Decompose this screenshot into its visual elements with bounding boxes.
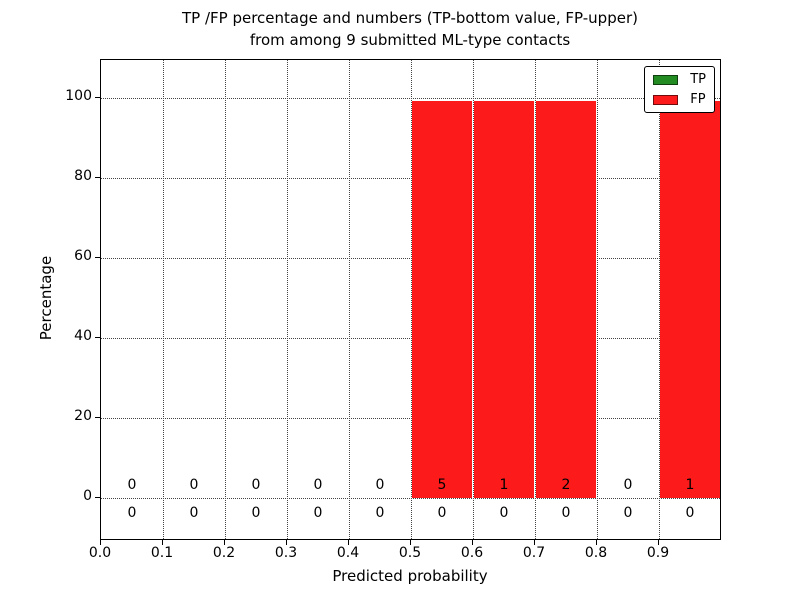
- x-tick-label: 0.9: [646, 545, 670, 561]
- fp-count-label: 5: [437, 477, 447, 493]
- gridline-horizontal: [101, 257, 720, 259]
- y-tick-label: 60: [74, 248, 92, 264]
- y-tick-mark: [95, 97, 100, 98]
- chart-title-line2: from among 9 submitted ML-type contacts: [249, 31, 571, 49]
- x-tick-label: 0.5: [398, 545, 422, 561]
- y-tick-label: 20: [74, 408, 92, 424]
- gridline-vertical: [349, 60, 350, 539]
- tp-count-label: 0: [313, 505, 323, 521]
- y-tick-mark: [95, 257, 100, 258]
- legend-item-tp: TP: [653, 73, 706, 86]
- tp-count-label: 0: [251, 505, 261, 521]
- legend: TP FP: [644, 66, 715, 113]
- tp-count-label: 0: [623, 505, 633, 521]
- x-tick-label: 0.4: [336, 545, 360, 561]
- bar-fp-bin-0.9: [660, 101, 720, 498]
- y-tick-mark: [95, 417, 100, 418]
- x-tick-mark: [534, 540, 535, 545]
- y-tick-label: 100: [65, 88, 92, 104]
- fp-count-label: 2: [561, 477, 571, 493]
- gridline-vertical: [535, 60, 536, 539]
- x-axis-label: Predicted probability: [332, 567, 488, 585]
- y-tick-label: 40: [74, 328, 92, 344]
- chart-title-line1: TP /FP percentage and numbers (TP-bottom…: [182, 9, 638, 27]
- y-tick-mark: [95, 337, 100, 338]
- x-tick-label: 0.0: [88, 545, 112, 561]
- gridline-vertical: [597, 60, 598, 539]
- fp-count-label: 0: [313, 477, 323, 493]
- tp-count-label: 0: [499, 505, 509, 521]
- gridline-vertical: [163, 60, 164, 539]
- tp-legend-swatch-icon: [653, 74, 679, 85]
- gridline-vertical: [225, 60, 226, 539]
- y-tick-label: 0: [83, 488, 92, 504]
- tp-count-label: 0: [375, 505, 385, 521]
- fp-legend-swatch-icon: [653, 94, 679, 105]
- x-tick-mark: [596, 540, 597, 545]
- gridline-horizontal: [101, 417, 720, 419]
- y-tick-mark: [95, 177, 100, 178]
- chart-title: TP /FP percentage and numbers (TP-bottom…: [100, 7, 720, 51]
- gridline-horizontal: [101, 177, 720, 179]
- y-tick-label: 80: [74, 168, 92, 184]
- tp-count-label: 0: [685, 505, 695, 521]
- gridline-vertical: [287, 60, 288, 539]
- tp-legend-label: TP: [690, 72, 706, 87]
- fp-legend-label: FP: [690, 92, 706, 107]
- x-tick-label: 0.2: [212, 545, 236, 561]
- bar-fp-bin-0.6: [474, 101, 534, 498]
- fp-count-label: 0: [623, 477, 633, 493]
- tp-count-label: 0: [437, 505, 447, 521]
- x-tick-mark: [224, 540, 225, 545]
- bar-fp-bin-0.7: [536, 101, 596, 498]
- x-tick-mark: [100, 540, 101, 545]
- x-tick-label: 0.6: [460, 545, 484, 561]
- gridline-vertical: [473, 60, 474, 539]
- fp-count-label: 0: [127, 477, 137, 493]
- gridline-vertical: [659, 60, 660, 539]
- x-tick-label: 0.8: [584, 545, 608, 561]
- x-tick-mark: [348, 540, 349, 545]
- x-tick-label: 0.7: [522, 545, 546, 561]
- gridline-horizontal: [101, 97, 720, 99]
- legend-item-fp: FP: [653, 93, 706, 106]
- fp-count-label: 1: [499, 477, 509, 493]
- x-tick-label: 0.3: [274, 545, 298, 561]
- fp-count-label: 0: [375, 477, 385, 493]
- x-tick-mark: [286, 540, 287, 545]
- tp-count-label: 0: [561, 505, 571, 521]
- plot-area: TP FP 0 0 0 0 0 5 1 2 0 1 0 0 0 0 0 0 0 0 0 0: [100, 59, 721, 540]
- gridline-horizontal: [101, 337, 720, 339]
- x-tick-mark: [410, 540, 411, 545]
- fp-count-label: 1: [685, 477, 695, 493]
- y-tick-mark: [95, 497, 100, 498]
- tp-count-label: 0: [189, 505, 199, 521]
- x-tick-mark: [162, 540, 163, 545]
- gridline-vertical: [411, 60, 412, 539]
- x-tick-label: 0.1: [150, 545, 174, 561]
- x-tick-mark: [472, 540, 473, 545]
- fp-count-label: 0: [189, 477, 199, 493]
- tp-count-label: 0: [127, 505, 137, 521]
- fp-count-label: 0: [251, 477, 261, 493]
- gridline-horizontal: [101, 497, 720, 499]
- bar-fp-bin-0.5: [412, 101, 472, 498]
- x-tick-mark: [658, 540, 659, 545]
